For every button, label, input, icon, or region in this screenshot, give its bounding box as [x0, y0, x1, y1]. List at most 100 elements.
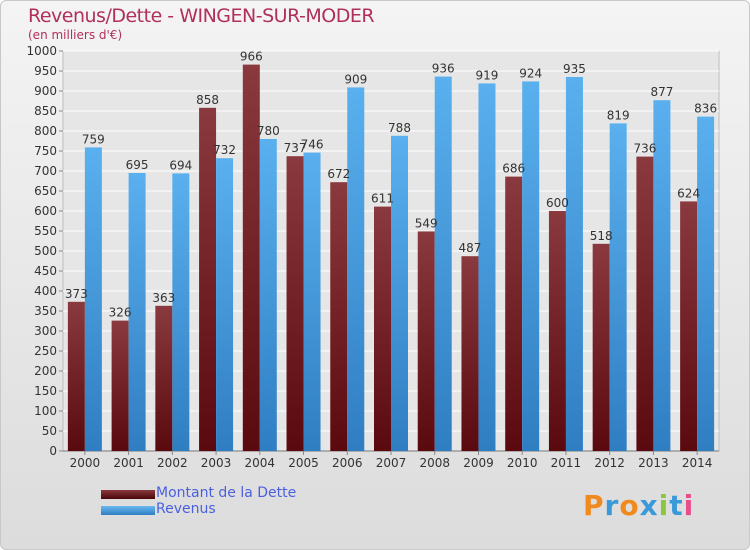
data-label-revenus: 694 [169, 158, 192, 172]
y-tick-label: 200 [34, 364, 57, 378]
logo-letter: i [683, 489, 695, 522]
bar-revenus [391, 135, 408, 452]
y-tick-label: 50 [42, 424, 57, 438]
data-label-dette: 518 [590, 229, 613, 243]
legend-swatch-dette [101, 490, 155, 499]
x-tick-label: 2007 [376, 456, 407, 470]
x-tick-label: 2012 [594, 456, 625, 470]
x-tick-label: 2008 [419, 456, 450, 470]
bar-dette [67, 301, 85, 451]
data-label-dette: 624 [677, 186, 700, 200]
bar-dette [680, 201, 698, 451]
bar-dette [592, 243, 610, 451]
bar-revenus [434, 76, 452, 451]
y-tick-label: 700 [34, 164, 57, 178]
data-label-dette: 611 [371, 192, 394, 206]
data-label-revenus: 836 [694, 102, 717, 116]
data-label-dette: 672 [327, 167, 350, 181]
bar-dette [286, 156, 304, 451]
bar-dette [636, 156, 654, 451]
bar-revenus [697, 116, 715, 451]
bar-dette [374, 206, 391, 451]
bar-dette [242, 64, 260, 451]
logo-letter: o [619, 489, 640, 522]
chart-subtitle: (en milliers d'€) [28, 28, 123, 42]
x-tick-label: 2001 [113, 456, 144, 470]
data-label-revenus: 788 [388, 121, 411, 135]
chart-title: Revenus/Dette - WINGEN-SUR-MODER [28, 5, 375, 27]
y-tick-label: 0 [49, 444, 57, 458]
data-label-dette: 326 [109, 306, 132, 320]
x-tick-label: 2004 [245, 456, 276, 470]
data-label-revenus: 759 [82, 132, 105, 146]
data-label-dette: 600 [546, 196, 569, 210]
x-tick-label: 2005 [288, 456, 319, 470]
x-tick-label: 2011 [551, 456, 582, 470]
bar-dette [461, 256, 479, 451]
y-tick-label: 300 [34, 324, 57, 338]
y-tick-label: 600 [34, 204, 57, 218]
data-label-dette: 487 [459, 241, 482, 255]
y-tick-label: 850 [34, 104, 57, 118]
bar-dette [111, 320, 129, 451]
y-tick-label: 750 [34, 144, 57, 158]
bar-revenus [522, 81, 540, 452]
x-tick-label: 2000 [70, 456, 101, 470]
data-label-dette: 858 [196, 93, 219, 107]
bars [67, 64, 715, 452]
y-tick-label: 800 [34, 124, 57, 138]
data-label-revenus: 936 [432, 62, 455, 76]
x-tick-label: 2006 [332, 456, 363, 470]
bar-revenus [565, 77, 583, 451]
bar-revenus [478, 83, 496, 452]
y-tick-label: 150 [34, 384, 57, 398]
bar-dette [330, 182, 348, 451]
x-axis: 2000 2001 2002 2003 2004 2005 2006 2007 2008 2009… [70, 451, 713, 470]
data-label-revenus: 924 [519, 66, 542, 80]
data-label-revenus: 935 [563, 62, 586, 76]
logo-letter: r [604, 489, 620, 522]
data-label-revenus: 695 [126, 158, 149, 172]
bar-dette [505, 176, 523, 451]
data-label-revenus: 877 [650, 85, 673, 99]
bar-dette [548, 211, 566, 451]
data-label-dette: 686 [502, 162, 525, 176]
bar-revenus [303, 152, 321, 451]
y-tick-label: 900 [34, 84, 57, 98]
y-tick-label: 1000 [26, 44, 57, 58]
data-label-dette: 966 [240, 50, 263, 64]
y-tick-label: 650 [34, 184, 57, 198]
bar-revenus [172, 173, 190, 451]
data-label-revenus: 746 [301, 138, 324, 152]
y-tick-label: 400 [34, 284, 57, 298]
logo-letter: P [583, 489, 605, 522]
legend-swatch-revenus [101, 506, 155, 515]
x-tick-label: 2010 [507, 456, 538, 470]
bar-revenus [216, 158, 234, 451]
bar-revenus [259, 139, 277, 451]
bar-dette [155, 305, 173, 451]
x-tick-label: 2003 [201, 456, 232, 470]
data-label-revenus: 732 [213, 143, 236, 157]
y-tick-label: 950 [34, 64, 57, 78]
y-tick-label: 500 [34, 244, 57, 258]
x-tick-label: 2014 [682, 456, 713, 470]
proxiti-logo: Proxiti [583, 489, 694, 522]
data-label-dette: 736 [633, 142, 656, 156]
data-label-revenus: 819 [607, 108, 630, 122]
y-tick-label: 250 [34, 344, 57, 358]
data-label-dette: 373 [65, 287, 88, 301]
logo-letter: t [669, 489, 684, 522]
logo-letter: i [658, 489, 670, 522]
data-label-revenus: 780 [257, 124, 280, 138]
data-label-dette: 549 [415, 216, 438, 230]
data-label-dette: 363 [152, 291, 175, 305]
bar-revenus [347, 87, 365, 452]
legend-label-dette: Montant de la Dette [156, 485, 297, 501]
data-label-revenus: 909 [344, 72, 367, 86]
y-tick-label: 100 [34, 404, 57, 418]
bar-revenus [653, 100, 671, 451]
y-tick-label: 550 [34, 224, 57, 238]
